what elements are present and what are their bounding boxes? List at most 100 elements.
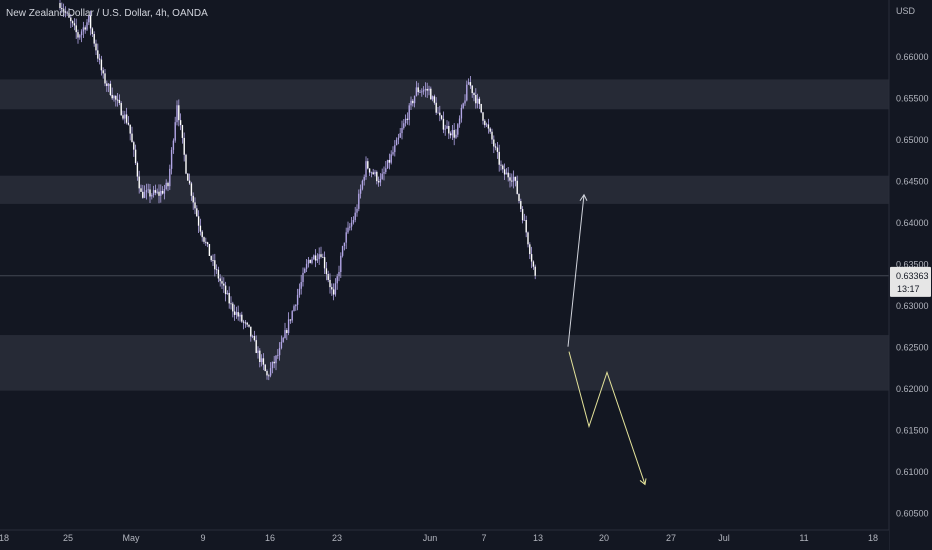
candle-body [161, 190, 164, 194]
candle [487, 118, 490, 134]
time-tick-label: 20 [599, 533, 609, 543]
candle-body [354, 212, 356, 221]
candle [356, 204, 358, 217]
candle [377, 176, 380, 187]
candle [214, 253, 216, 277]
candle-body [61, 8, 63, 10]
candle [475, 88, 477, 109]
price-axis-ticks: 0.66000 0.65500 0.65000 0.64500 0.64000 0.635… [896, 52, 929, 519]
candle [172, 138, 175, 154]
candle [401, 120, 403, 140]
candle-body [318, 254, 320, 259]
candle [158, 184, 160, 204]
candle [439, 105, 441, 122]
candle-body [142, 191, 144, 198]
candle-body [82, 27, 85, 32]
candle [241, 311, 243, 323]
candle [437, 107, 439, 114]
candle [125, 107, 128, 125]
candle [505, 168, 508, 175]
candle-body [260, 358, 263, 362]
candle [264, 363, 266, 372]
candle-body [500, 164, 502, 166]
candle [151, 193, 153, 200]
candle [323, 251, 326, 274]
candle-body [140, 188, 142, 192]
candle-body [408, 105, 410, 120]
candle-body [93, 34, 95, 44]
candle [260, 354, 263, 367]
candle-body [196, 208, 198, 217]
candle-body [192, 195, 194, 203]
candle-body [340, 255, 342, 273]
candle [309, 259, 311, 264]
candle [394, 140, 396, 157]
candle-body [115, 95, 117, 100]
candle-body [484, 120, 486, 126]
candle [201, 230, 203, 242]
up-arrowhead [579, 193, 588, 202]
projection-drawings[interactable] [567, 193, 647, 486]
candle [455, 129, 457, 139]
candle-body [394, 145, 396, 153]
candle [89, 10, 92, 36]
candle-body [392, 152, 394, 155]
candle-body [368, 168, 371, 173]
candle-body [439, 112, 441, 116]
candle-body [77, 32, 79, 38]
candle-body [197, 216, 200, 226]
candle [464, 94, 466, 106]
candle-body [268, 375, 270, 377]
candle-body [230, 303, 232, 305]
candle-body [223, 283, 225, 286]
candle [381, 168, 383, 180]
candle-body [86, 22, 88, 30]
price-zone [0, 79, 889, 110]
candle [372, 168, 374, 175]
candle-body [397, 137, 400, 140]
candle-body [370, 172, 373, 174]
candle-body [460, 107, 463, 119]
candle [197, 210, 200, 233]
candle [331, 283, 333, 296]
price-tick-label: 0.61000 [896, 467, 929, 477]
candle-body [345, 232, 347, 243]
candle-body [125, 114, 128, 123]
candle-body [71, 21, 74, 24]
candle [61, 2, 63, 14]
candle [93, 31, 95, 47]
candle-body [134, 149, 137, 164]
candle-body [253, 336, 256, 341]
candle-body [154, 190, 157, 193]
time-axis[interactable] [0, 530, 889, 550]
candle [86, 19, 88, 32]
candle-body [219, 278, 221, 282]
candle-body [298, 288, 301, 295]
candle [395, 137, 398, 146]
candle [352, 216, 355, 225]
symbol-title: New Zealand Dollar / U.S. Dollar, 4h, OA… [6, 8, 208, 19]
candle-body [419, 92, 421, 93]
candle [354, 206, 356, 223]
candle [145, 183, 148, 200]
candle-body [365, 161, 367, 178]
candle-body [349, 226, 351, 228]
candle-body [469, 82, 472, 86]
time-tick-label: 13 [533, 533, 543, 543]
candle-body [336, 276, 338, 284]
candle [80, 29, 83, 43]
candle-body [406, 118, 409, 120]
candle-body [122, 115, 124, 119]
candle-body [151, 194, 153, 197]
candle-body [102, 70, 104, 74]
candle [70, 14, 72, 29]
candle-body [352, 220, 355, 223]
candle [367, 158, 369, 170]
candle-body [502, 165, 504, 170]
candle-body [494, 146, 497, 148]
candlestick-series [59, 0, 536, 381]
candle-body [320, 254, 322, 257]
candle-body [309, 259, 311, 263]
candle-body [136, 163, 139, 177]
